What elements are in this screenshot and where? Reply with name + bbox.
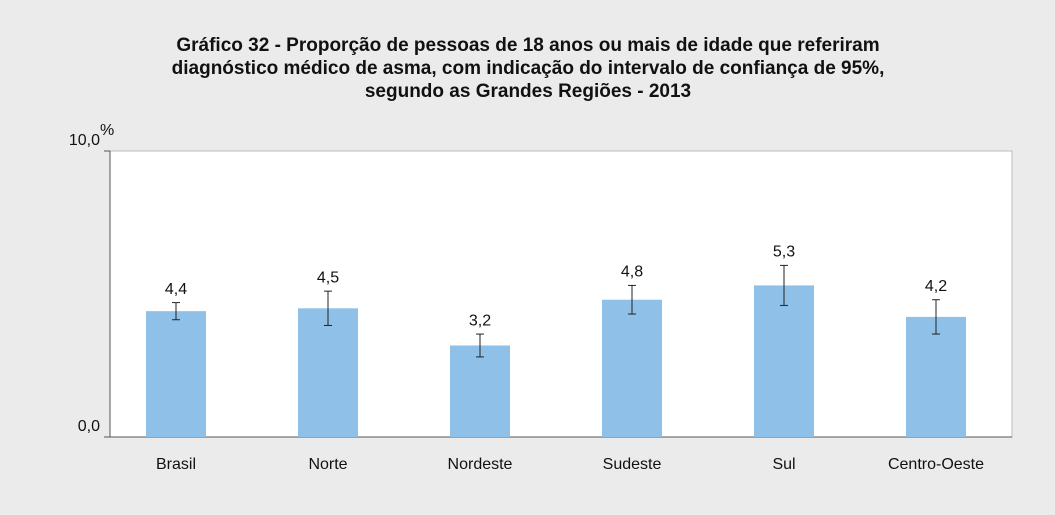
chart-title: segundo as Grandes Regiões - 2013: [365, 81, 691, 102]
value-label: 4,2: [925, 278, 947, 295]
value-label: 4,4: [165, 281, 187, 298]
bar: [146, 311, 206, 437]
x-tick-label: Sudeste: [603, 456, 662, 473]
chart-title: Gráfico 32 - Proporção de pessoas de 18 …: [176, 35, 879, 56]
x-tick-label: Norte: [308, 456, 347, 473]
y-tick-label: 0,0: [78, 418, 100, 435]
value-label: 3,2: [469, 312, 491, 329]
y-axis-label: %: [100, 122, 114, 139]
value-label: 4,8: [621, 264, 643, 281]
x-tick-label: Centro-Oeste: [888, 456, 984, 473]
bar: [298, 308, 358, 437]
bar: [754, 285, 814, 437]
plot-area: [109, 150, 1013, 438]
value-label: 4,5: [317, 269, 339, 286]
value-label: 5,3: [773, 244, 795, 261]
bar: [602, 299, 662, 437]
chart-title: diagnóstico médico de asma, com indicaçã…: [172, 58, 885, 79]
x-tick-label: Sul: [772, 456, 795, 473]
x-tick-label: Nordeste: [448, 456, 513, 473]
bar: [450, 345, 510, 437]
y-tick-label: 10,0: [69, 132, 100, 149]
bar: [906, 316, 966, 437]
x-tick-label: Brasil: [156, 456, 196, 473]
